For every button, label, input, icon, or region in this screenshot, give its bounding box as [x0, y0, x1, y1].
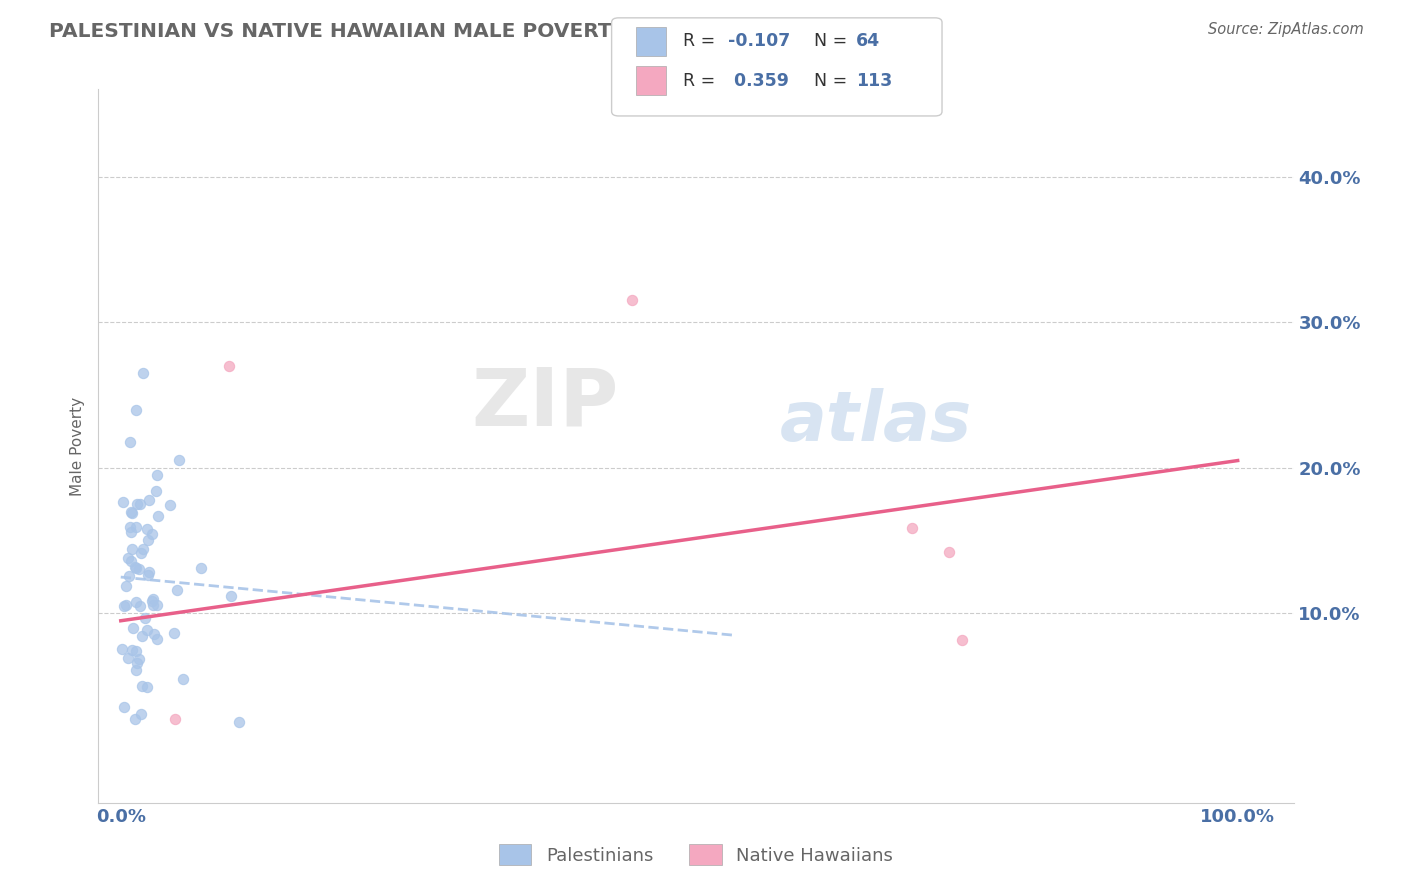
Point	[121, 506, 143, 520]
Point	[111, 642, 134, 657]
Text: 113: 113	[856, 71, 893, 90]
Point	[124, 712, 146, 726]
Point	[134, 611, 156, 625]
Point	[129, 599, 152, 613]
Point	[125, 595, 148, 609]
Point	[121, 643, 143, 657]
Text: atlas: atlas	[779, 387, 972, 455]
Point	[136, 522, 159, 536]
Point	[120, 525, 142, 540]
Text: R =: R =	[683, 32, 721, 51]
Text: 64: 64	[856, 32, 880, 51]
Point	[120, 435, 142, 450]
Text: Source: ZipAtlas.com: Source: ZipAtlas.com	[1208, 22, 1364, 37]
Point	[145, 598, 167, 612]
Point	[128, 562, 150, 576]
Point	[125, 657, 148, 671]
Point	[159, 498, 181, 512]
Point	[120, 554, 142, 568]
Point	[136, 681, 159, 695]
Point	[167, 453, 190, 467]
Text: 0.359: 0.359	[728, 71, 789, 90]
Point	[117, 651, 139, 665]
Point	[128, 652, 150, 666]
Point	[138, 565, 160, 579]
Text: ZIP: ZIP	[471, 364, 619, 442]
Point	[135, 624, 157, 638]
Point	[938, 545, 960, 559]
Point	[138, 493, 160, 508]
Point	[128, 497, 150, 511]
Point	[125, 402, 148, 417]
Point	[145, 484, 167, 499]
Point	[145, 468, 167, 483]
Point	[131, 680, 153, 694]
Point	[132, 366, 155, 380]
Point	[136, 533, 159, 548]
Point	[125, 520, 148, 534]
Point	[228, 715, 250, 730]
Text: PALESTINIAN VS NATIVE HAWAIIAN MALE POVERTY CORRELATION CHART: PALESTINIAN VS NATIVE HAWAIIAN MALE POVE…	[49, 22, 875, 41]
Point	[129, 706, 152, 721]
Point	[218, 359, 240, 373]
Point	[120, 504, 142, 518]
Point	[132, 541, 155, 556]
Text: N =: N =	[803, 71, 852, 90]
Point	[142, 591, 165, 606]
Point	[125, 497, 148, 511]
Point	[131, 629, 153, 643]
Point	[115, 598, 138, 612]
Point	[125, 663, 148, 677]
Point	[172, 672, 194, 686]
Point	[122, 621, 145, 635]
Point	[115, 579, 138, 593]
Point	[136, 567, 159, 582]
Point	[163, 712, 186, 726]
Point	[120, 520, 142, 534]
Point	[620, 293, 643, 308]
Point	[124, 559, 146, 574]
Point	[125, 561, 148, 575]
Point	[141, 594, 163, 608]
Point	[950, 632, 973, 647]
Legend: Palestinians, Native Hawaiians: Palestinians, Native Hawaiians	[492, 837, 900, 872]
Text: -0.107: -0.107	[728, 32, 790, 51]
Point	[112, 599, 135, 613]
Point	[117, 550, 139, 565]
Point	[121, 541, 143, 556]
Point	[901, 521, 924, 535]
Point	[166, 582, 188, 597]
Text: N =: N =	[803, 32, 852, 51]
Point	[143, 627, 166, 641]
Point	[146, 632, 169, 646]
Y-axis label: Male Poverty: Male Poverty	[70, 396, 86, 496]
Point	[112, 700, 135, 714]
Point	[142, 598, 165, 612]
Text: R =: R =	[683, 71, 721, 90]
Point	[129, 546, 152, 560]
Point	[141, 527, 163, 541]
Point	[146, 509, 169, 524]
Point	[125, 644, 148, 658]
Point	[219, 589, 242, 603]
Point	[112, 495, 135, 509]
Point	[162, 625, 184, 640]
Point	[118, 569, 141, 583]
Point	[190, 561, 212, 575]
